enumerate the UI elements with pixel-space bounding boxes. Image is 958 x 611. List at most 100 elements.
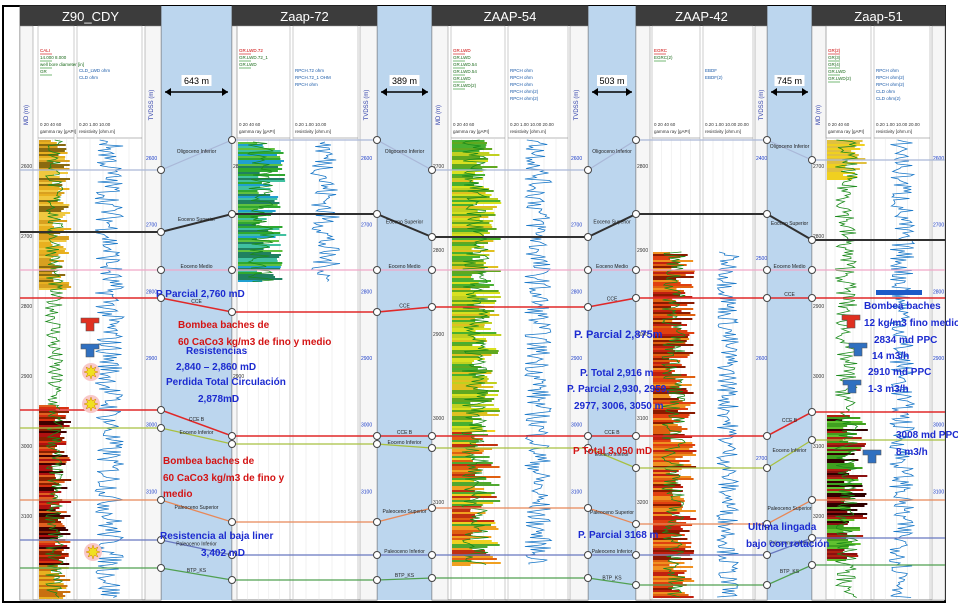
lithology-fill-6 xyxy=(653,420,681,422)
lithology-fill-5 xyxy=(452,450,484,452)
lithology-fill-6 xyxy=(653,272,695,274)
lithology-fill-6 xyxy=(653,490,683,492)
lithology-fill-4 xyxy=(452,150,480,152)
lithology-fill-4 xyxy=(452,376,488,378)
legend-gr-2: GR(4) xyxy=(828,62,841,67)
lithology-fill-6 xyxy=(653,452,693,454)
lithology-fill-3 xyxy=(238,194,271,196)
formation-label-8-0: BTP_KS xyxy=(187,568,207,574)
lithology-fill-4 xyxy=(452,188,490,190)
lithology-fill-6 xyxy=(653,336,688,338)
gamma-ray-curve-1 xyxy=(44,139,65,598)
lithology-fill-8 xyxy=(827,527,860,529)
lithology-fill-6 xyxy=(653,286,694,288)
formation-label-2-0: Eoceno Medio xyxy=(181,264,213,270)
lithology-fill-7 xyxy=(827,154,859,156)
lithology-fill-4 xyxy=(452,410,500,412)
corridor-2 xyxy=(377,6,432,600)
lithology-fill-0 xyxy=(39,158,65,160)
lithology-fill-6 xyxy=(653,582,683,584)
lithology-fill-0 xyxy=(39,200,58,202)
lithology-fill-8 xyxy=(827,511,848,513)
lithology-fill-4 xyxy=(452,158,489,160)
resistivity-curve-3 xyxy=(524,139,553,565)
lithology-fill-1 xyxy=(39,497,57,499)
lithology-fill-7 xyxy=(827,170,843,172)
lithology-fill-4 xyxy=(452,418,482,420)
formation-node xyxy=(584,574,592,582)
lithology-fill-4 xyxy=(452,198,499,200)
formation-node xyxy=(632,210,640,218)
lithology-fill-6 xyxy=(653,284,692,286)
lithology-fill-3 xyxy=(238,262,283,264)
lithology-fill-3 xyxy=(238,146,264,148)
lithology-fill-7 xyxy=(827,160,848,162)
lithology-fill-1 xyxy=(39,405,56,407)
lithology-fill-3 xyxy=(238,170,278,172)
lithology-fill-5 xyxy=(452,482,492,484)
casing-marker-zaap51 xyxy=(876,290,922,295)
lithology-fill-0 xyxy=(39,182,53,184)
formation-label-1-2: Eoceno Superior xyxy=(593,220,631,226)
lithology-fill-0 xyxy=(39,176,60,178)
gamma-ray-curve-2 xyxy=(247,141,275,282)
lithology-fill-8 xyxy=(827,465,855,467)
lithology-fill-2 xyxy=(39,597,64,599)
lithology-fill-6 xyxy=(653,320,673,322)
lithology-fill-5 xyxy=(452,560,472,562)
legend-res-0: EBDF xyxy=(705,68,717,73)
formation-node xyxy=(428,444,436,452)
lithology-fill-4 xyxy=(452,206,497,208)
lithology-fill-4 xyxy=(452,166,498,168)
lithology-fill-4 xyxy=(452,322,492,324)
gr-scale: 0 20 40 60 xyxy=(239,122,261,127)
formation-node xyxy=(157,166,165,174)
lithology-fill-8 xyxy=(827,551,843,553)
lithology-fill-4 xyxy=(452,348,497,350)
tvdss-tick: 3000 xyxy=(361,423,372,429)
lithology-fill-6 xyxy=(653,482,677,484)
lithology-fill-4 xyxy=(452,156,481,158)
annotation-z51-fine: 12 kg/m3 fino medio xyxy=(864,318,958,329)
formation-node xyxy=(808,436,816,444)
lithology-fill-1 xyxy=(39,475,56,477)
resistivity-curve-5 xyxy=(889,139,916,598)
lithology-fill-4 xyxy=(452,422,473,424)
lithology-fill-0 xyxy=(39,238,69,240)
well-header xyxy=(432,6,588,26)
lithology-fill-1 xyxy=(39,423,64,425)
formation-node xyxy=(808,408,816,416)
lithology-fill-1 xyxy=(39,545,68,547)
lithology-fill-4 xyxy=(452,324,485,326)
formation-node xyxy=(808,156,816,164)
well-header xyxy=(812,6,945,26)
lithology-fill-6 xyxy=(653,474,679,476)
formation-line-3 xyxy=(20,297,945,313)
tvdss-tick: 3100 xyxy=(571,489,582,495)
lithology-fill-6 xyxy=(653,502,682,504)
lithology-fill-1 xyxy=(39,479,72,481)
lithology-fill-5 xyxy=(452,542,498,544)
lithology-fill-3 xyxy=(238,260,278,262)
formation-node xyxy=(584,444,592,452)
tvdss-header: TVDSS (m) xyxy=(759,90,765,121)
lithology-fill-6 xyxy=(653,280,679,282)
lithology-fill-1 xyxy=(39,487,68,489)
lithology-fill-0 xyxy=(39,188,70,190)
lithology-fill-6 xyxy=(653,560,670,562)
lithology-fill-4 xyxy=(452,280,491,282)
formation-node xyxy=(763,266,771,274)
lithology-fill-8 xyxy=(827,437,862,439)
formation-node xyxy=(584,233,592,241)
tvdss-header: TVDSS (m) xyxy=(574,90,580,121)
res-label: resistivity [ohm.m] xyxy=(79,129,115,134)
tvdss-tick: 2700 xyxy=(361,223,372,229)
lithology-fill-1 xyxy=(39,483,59,485)
lithology-fill-6 xyxy=(653,380,681,382)
lithology-fill-6 xyxy=(653,432,671,434)
lithology-fill-6 xyxy=(653,252,671,254)
md-tick: 2700 xyxy=(433,164,444,170)
lithology-fill-0 xyxy=(39,286,72,288)
lithology-fill-1 xyxy=(39,563,70,565)
lithology-fill-6 xyxy=(653,466,697,468)
